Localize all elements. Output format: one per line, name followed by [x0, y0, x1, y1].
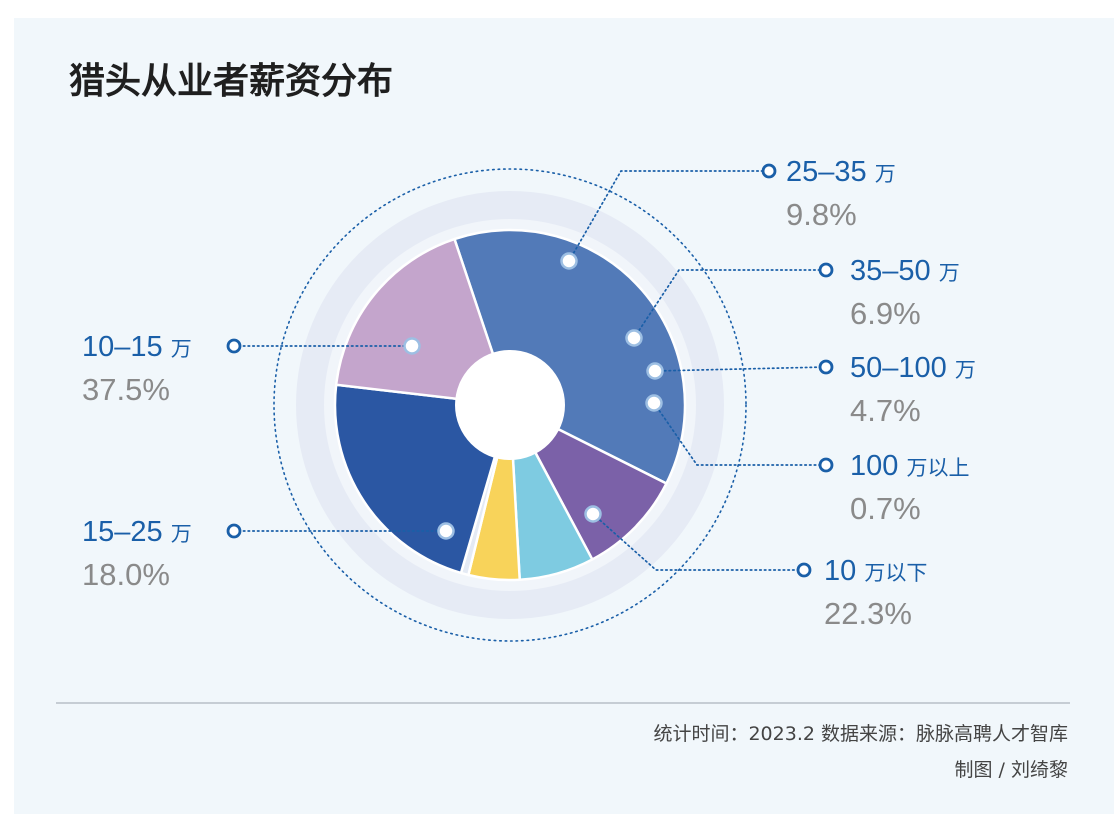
slice-marker	[437, 522, 455, 540]
slice-marker	[646, 362, 664, 380]
category-unit: 万	[955, 358, 976, 382]
footer-source: 统计时间：2023.2 数据来源：脉脉高聘人才智库	[653, 723, 1068, 745]
pie-chart: 猎头从业者薪资分布 10–15 万37.5%25–35 万9.8%35–50 万…	[56, 61, 1070, 781]
category-range: 15–25	[82, 516, 171, 548]
leader-endpoint	[818, 262, 834, 278]
chart-card: 猎头从业者薪资分布 10–15 万 37.5% 25–35 万 9.8% 35–50 万…	[14, 18, 1114, 814]
category-range: 100	[850, 450, 906, 482]
slice-labels: 10–15 万37.5%25–35 万9.8%35–50 万6.9%50–100…	[82, 156, 976, 631]
slice-marker	[403, 337, 421, 355]
chart-title: 猎头从业者薪资分布	[69, 61, 393, 102]
leader-endpoint	[226, 523, 242, 539]
leader-line	[633, 269, 827, 339]
leader-lines	[226, 163, 834, 578]
leader-endpoint	[818, 457, 834, 473]
slice-marker	[625, 329, 643, 347]
category-label: 25–35 万	[786, 156, 896, 188]
category-label: 50–100 万	[850, 352, 976, 384]
footer-credit: 制图 / 刘绮黎	[955, 759, 1068, 781]
percent-label: 37.5%	[82, 372, 170, 407]
slice-marker	[560, 252, 578, 270]
category-unit: 万以下	[864, 561, 927, 585]
donut-hole	[455, 350, 565, 460]
category-unit: 万	[171, 522, 192, 546]
pie-slice	[334, 237, 512, 407]
percent-label: 4.7%	[850, 393, 921, 428]
category-unit: 万	[939, 261, 960, 285]
pie-slice	[453, 228, 687, 485]
leader-line	[653, 402, 827, 466]
slice-marker	[645, 394, 663, 412]
slice-marker	[584, 505, 602, 523]
percent-label: 9.8%	[786, 197, 857, 232]
category-unit: 万以上	[906, 456, 969, 480]
category-range: 25–35	[786, 156, 875, 188]
category-range: 10	[824, 555, 864, 587]
percent-label: 22.3%	[824, 596, 912, 631]
category-label: 10 万以下	[824, 555, 927, 587]
category-range: 10–15	[82, 331, 171, 363]
category-label: 35–50 万	[850, 255, 960, 287]
leader-line	[654, 366, 827, 372]
percent-label: 6.9%	[850, 296, 921, 331]
category-unit: 万	[875, 162, 896, 186]
percent-label: 18.0%	[82, 557, 170, 592]
category-range: 35–50	[850, 255, 939, 287]
percent-label: 0.7%	[850, 491, 921, 526]
leader-line	[592, 513, 805, 571]
leader-endpoint	[226, 338, 242, 354]
category-label: 15–25 万	[82, 516, 192, 548]
outer-dotted-ring	[273, 168, 747, 642]
leader-endpoint	[818, 359, 834, 375]
pie-slices	[333, 228, 687, 582]
category-label: 10–15 万	[82, 331, 192, 363]
category-label: 100 万以上	[850, 450, 969, 482]
leader-line	[568, 170, 770, 262]
category-range: 50–100	[850, 352, 955, 384]
category-unit: 万	[171, 337, 192, 361]
leader-endpoint	[761, 163, 777, 179]
leader-endpoint	[796, 562, 812, 578]
